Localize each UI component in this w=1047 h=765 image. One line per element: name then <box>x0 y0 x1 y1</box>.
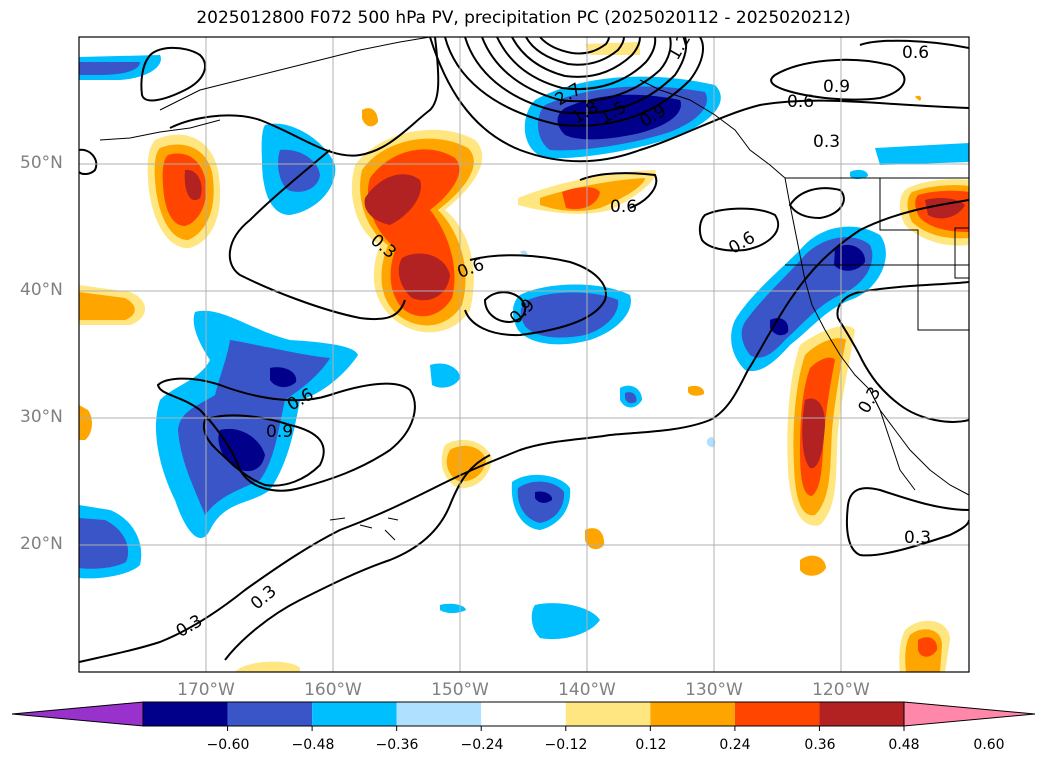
lon-label-120w: 120°W <box>812 680 870 700</box>
colorbar <box>11 701 1036 731</box>
lat-label-40n: 40°N <box>20 280 63 300</box>
lon-label-140w: 140°W <box>558 680 616 700</box>
precip-anomaly-fields <box>79 42 969 672</box>
contour-label: 0.6 <box>610 197 637 217</box>
colorbar-segment <box>565 702 651 726</box>
graticule <box>79 37 969 672</box>
lat-label-20n: 20°N <box>20 534 63 554</box>
colorbar-tick-label: −0.12 <box>544 737 588 753</box>
contour-label: 0.3 <box>904 528 931 548</box>
contour-label: 0.9 <box>823 77 850 97</box>
contour-label: 0.6 <box>902 43 929 63</box>
colorbar-tick-label: −0.24 <box>460 737 504 753</box>
colorbar-tick-label: 0.60 <box>973 737 1005 753</box>
colorbar-frame <box>142 701 905 727</box>
colorbar-tick-label: 0.12 <box>635 737 667 753</box>
colorbar-tick-label: −0.48 <box>291 737 335 753</box>
map-border <box>78 36 970 673</box>
lon-label-160w: 160°W <box>304 680 362 700</box>
colorbar-tick-label: 0.36 <box>804 737 836 753</box>
colorbar-high-extension <box>903 701 1036 727</box>
contour-label: 0.9 <box>266 422 293 442</box>
lon-label-130w: 130°W <box>685 680 743 700</box>
colorbar-low-extension <box>11 701 144 727</box>
colorbar-segment <box>227 702 313 726</box>
lat-label-30n: 30°N <box>20 407 63 427</box>
colorbar-segment <box>312 702 397 726</box>
contour-label: 0.6 <box>787 92 814 112</box>
pv-contours <box>79 37 969 663</box>
lat-label-50n: 50°N <box>20 153 63 173</box>
colorbar-segment <box>819 702 904 726</box>
colorbar-tick-label: 0.24 <box>719 737 751 753</box>
colorbar-segment <box>481 702 566 726</box>
coastlines <box>99 37 969 541</box>
lon-label-150w: 150°W <box>431 680 489 700</box>
colorbar-tick-label: −0.36 <box>375 737 419 753</box>
colorbar-tick-label: −0.60 <box>206 737 250 753</box>
contour-label: 0.3 <box>813 132 840 152</box>
colorbar-segment <box>396 702 482 726</box>
map-title: 2025012800 F072 500 hPa PV, precipitatio… <box>196 8 851 28</box>
colorbar-segment <box>143 702 228 726</box>
lon-label-170w: 170°W <box>177 680 235 700</box>
colorbar-segment <box>650 702 735 726</box>
colorbar-tick-label: 0.48 <box>888 737 920 753</box>
colorbar-segment <box>734 702 820 726</box>
